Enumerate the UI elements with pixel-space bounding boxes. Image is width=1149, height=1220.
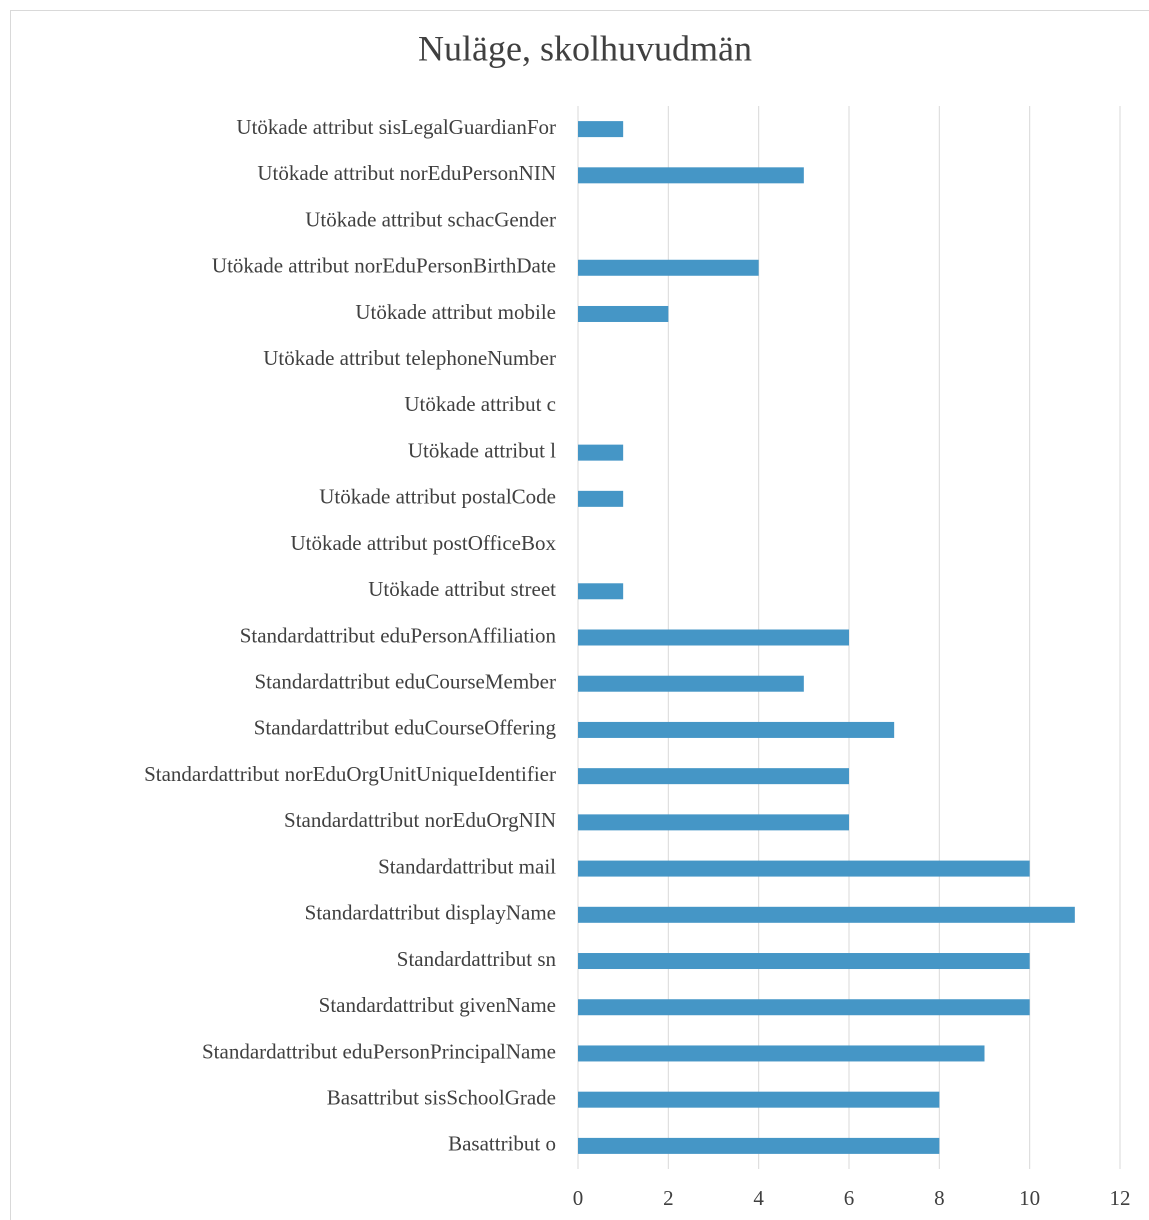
bar xyxy=(578,121,624,138)
y-tick-label: Standardattribut eduPersonAffiliation xyxy=(240,623,557,647)
x-tick-label: 6 xyxy=(844,1186,855,1210)
chart-border xyxy=(10,10,1149,1220)
bar xyxy=(578,490,624,507)
x-tick-label: 0 xyxy=(573,1186,584,1210)
bar xyxy=(578,999,1030,1016)
y-tick-label: Standardattribut eduCourseMember xyxy=(254,670,556,694)
y-tick-label: Basattribut sisSchoolGrade xyxy=(327,1085,556,1109)
bar xyxy=(578,860,1030,877)
bar xyxy=(578,953,1030,970)
bar xyxy=(578,675,804,692)
bar xyxy=(578,1045,985,1062)
y-tick-label: Utökade attribut norEduPersonNIN xyxy=(257,161,556,185)
y-tick-label: Utökade attribut postalCode xyxy=(319,485,556,509)
y-tick-label: Utökade attribut schacGender xyxy=(305,207,556,231)
y-tick-label: Utökade attribut l xyxy=(408,438,556,462)
x-tick-label: 12 xyxy=(1110,1186,1131,1210)
y-tick-label: Utökade attribut street xyxy=(368,577,556,601)
bar xyxy=(578,814,849,831)
y-tick-label: Standardattribut norEduOrgNIN xyxy=(284,808,556,832)
bar xyxy=(578,1091,940,1108)
y-tick-label: Utökade attribut telephoneNumber xyxy=(263,346,556,370)
y-tick-label: Utökade attribut c xyxy=(404,392,556,416)
bar xyxy=(578,167,804,184)
bar xyxy=(578,906,1075,923)
y-tick-label: Utökade attribut mobile xyxy=(355,300,556,324)
y-tick-label: Standardattribut eduPersonPrincipalName xyxy=(202,1039,556,1063)
bar xyxy=(578,1137,940,1154)
y-tick-label: Standardattribut givenName xyxy=(319,993,556,1017)
x-tick-label: 4 xyxy=(753,1186,764,1210)
y-tick-label: Standardattribut norEduOrgUnitUniqueIden… xyxy=(144,762,556,786)
x-tick-label: 10 xyxy=(1019,1186,1040,1210)
y-tick-label: Standardattribut sn xyxy=(397,947,557,971)
chart-title: Nuläge, skolhuvudmän xyxy=(418,28,752,68)
bar xyxy=(578,259,759,276)
y-tick-label: Basattribut o xyxy=(448,1132,556,1156)
y-tick-label: Utökade attribut norEduPersonBirthDate xyxy=(212,254,556,278)
bar xyxy=(578,583,624,600)
y-tick-label: Standardattribut displayName xyxy=(305,901,556,925)
y-tick-label: Standardattribut mail xyxy=(378,854,556,878)
y-tick-label: Utökade attribut sisLegalGuardianFor xyxy=(236,115,556,139)
bar xyxy=(578,629,849,646)
bar xyxy=(578,721,895,738)
bar xyxy=(578,444,624,461)
y-tick-label: Standardattribut eduCourseOffering xyxy=(254,716,557,740)
y-tick-label: Utökade attribut postOfficeBox xyxy=(290,531,556,555)
bar xyxy=(578,305,669,322)
x-tick-label: 2 xyxy=(663,1186,674,1210)
x-tick-label: 8 xyxy=(934,1186,945,1210)
bar xyxy=(578,768,849,785)
